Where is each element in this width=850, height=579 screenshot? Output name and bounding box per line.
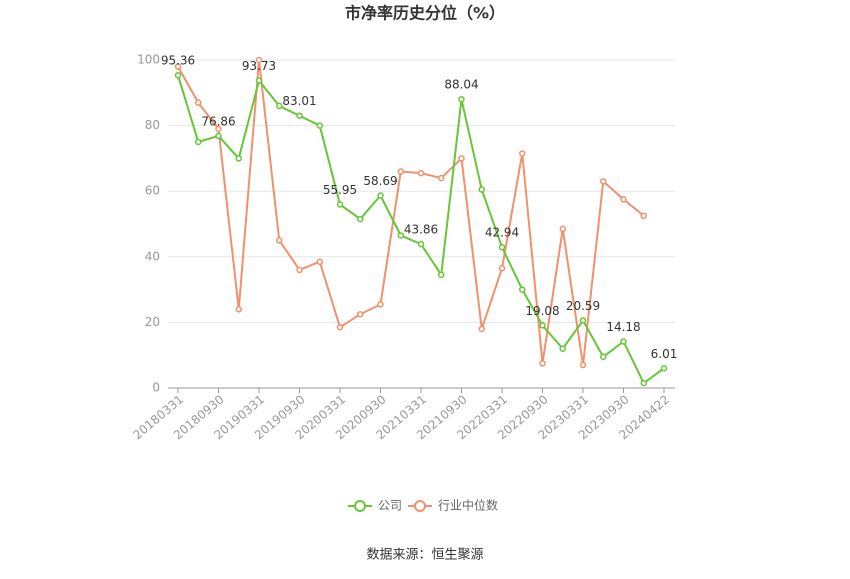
point <box>316 122 323 129</box>
legend-marker <box>354 500 366 512</box>
point <box>478 325 485 333</box>
point <box>539 360 546 367</box>
data-label: 55.95 <box>323 183 357 197</box>
point <box>579 317 587 324</box>
data-label: 20.59 <box>566 299 600 313</box>
point <box>417 240 425 248</box>
point <box>336 201 344 208</box>
point <box>296 266 303 274</box>
point <box>579 361 587 369</box>
point <box>660 365 668 372</box>
data-label: 6.01 <box>651 347 678 361</box>
data-label: 14.18 <box>606 320 640 334</box>
point <box>235 306 242 313</box>
point <box>174 63 182 70</box>
point <box>255 77 263 84</box>
data-label: 42.94 <box>485 226 519 240</box>
y-tick-label: 80 <box>145 118 160 132</box>
point <box>276 102 283 110</box>
point <box>195 138 202 146</box>
point <box>235 155 242 162</box>
point <box>539 322 546 329</box>
data-label: 88.04 <box>444 78 478 92</box>
point <box>377 192 384 199</box>
data-label: 93.73 <box>242 59 276 73</box>
point <box>438 174 445 182</box>
data-label: 43.86 <box>404 223 438 237</box>
source: 数据来源：恒生聚源 <box>366 548 483 563</box>
point <box>640 212 647 220</box>
data-label: 58.69 <box>363 174 397 188</box>
legend-label: 行业中位数 <box>438 498 498 513</box>
chart-title: 市净率历史分位（%） <box>345 4 505 23</box>
point <box>498 243 506 251</box>
point <box>498 265 506 272</box>
point <box>195 99 202 106</box>
point <box>276 237 283 244</box>
y-tick-label: 0 <box>152 381 160 395</box>
point <box>600 178 607 185</box>
data-label: 95.36 <box>161 54 195 68</box>
point <box>174 71 182 79</box>
point <box>377 301 384 308</box>
point <box>397 232 404 239</box>
y-tick-label: 100 <box>137 53 160 67</box>
point <box>296 112 303 119</box>
point <box>559 225 566 233</box>
point <box>255 56 263 64</box>
point <box>215 132 222 140</box>
point <box>357 310 364 318</box>
point <box>397 168 404 175</box>
point <box>215 125 222 133</box>
point <box>640 379 647 387</box>
point <box>620 196 627 203</box>
data-label: 83.01 <box>282 94 316 108</box>
legend-label: 公司 <box>378 499 402 513</box>
point <box>458 95 465 103</box>
point <box>458 155 465 162</box>
point <box>478 186 485 193</box>
y-tick-label: 20 <box>145 315 160 329</box>
data-label: 76.86 <box>201 114 235 128</box>
point <box>519 150 526 157</box>
y-tick-label: 40 <box>145 249 160 263</box>
point <box>316 258 323 265</box>
series-line <box>177 59 645 366</box>
point <box>336 324 344 331</box>
point <box>417 169 425 177</box>
legend-marker <box>414 500 426 512</box>
data-label: 19.08 <box>525 304 559 318</box>
point <box>438 271 445 279</box>
point <box>600 353 607 361</box>
point <box>559 345 566 352</box>
point <box>620 338 627 345</box>
point <box>357 215 364 223</box>
y-tick-label: 60 <box>145 184 160 198</box>
point <box>519 286 526 293</box>
